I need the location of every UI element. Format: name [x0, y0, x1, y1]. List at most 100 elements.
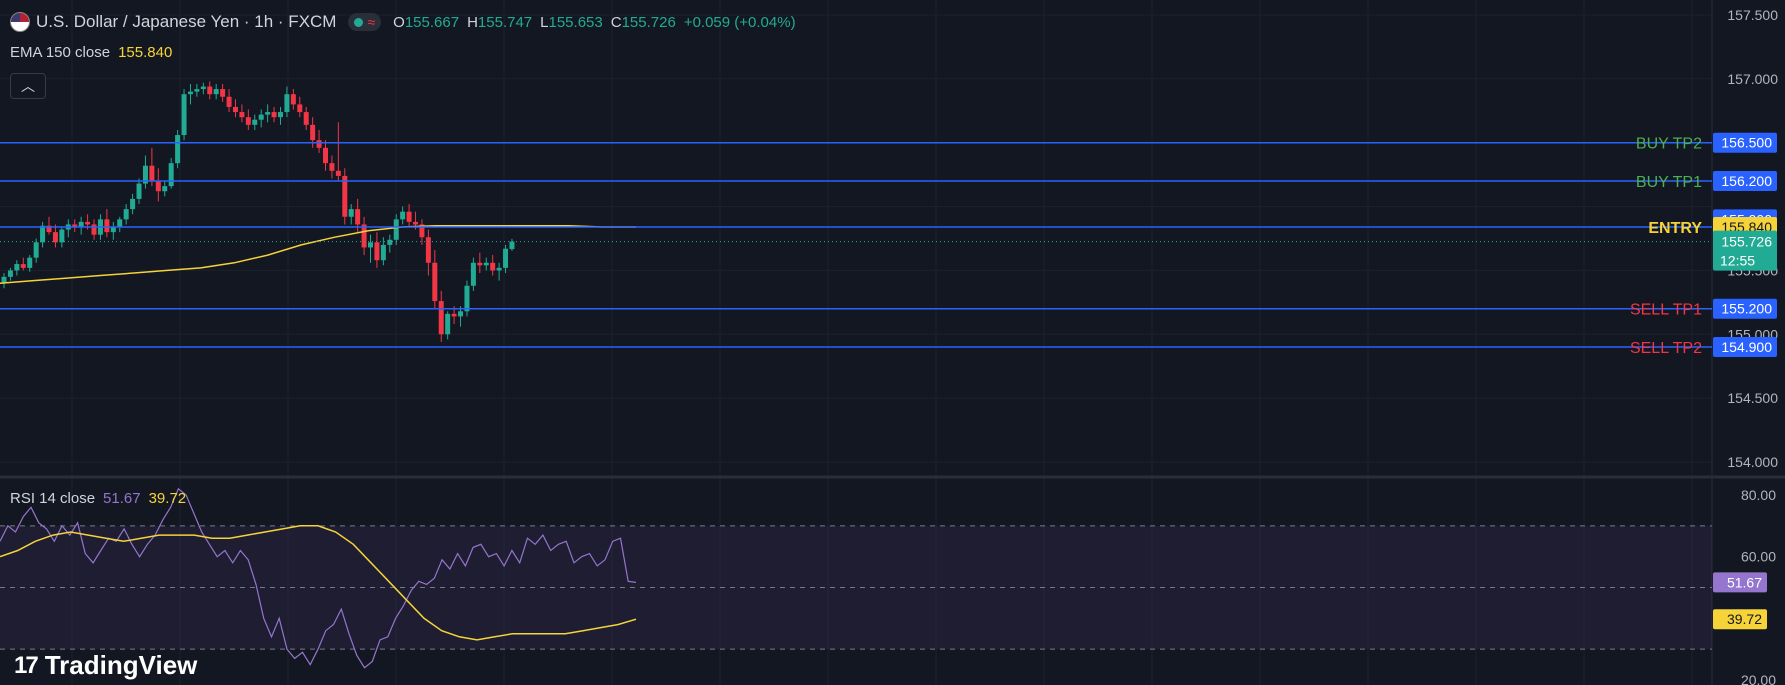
candle-body — [226, 96, 232, 107]
wave-icon: ≈ — [367, 14, 376, 30]
candle-body — [136, 183, 142, 199]
level-price-text: 155.200 — [1721, 301, 1772, 317]
candle-body — [232, 106, 238, 113]
candle-body — [181, 94, 187, 136]
candle-body — [438, 301, 444, 335]
change-value: +0.059 (+0.04%) — [683, 13, 796, 31]
candle-body — [277, 112, 283, 118]
candle-body — [20, 264, 26, 268]
collapse-legend-button[interactable]: ︿ — [10, 73, 46, 99]
candle-body — [149, 165, 155, 182]
candle-body — [200, 86, 206, 90]
candle-body — [483, 262, 489, 266]
symbol-legend: U.S. Dollar / Japanese Yen · 1h · FXCM ≈… — [10, 12, 796, 32]
candle-body — [162, 186, 168, 192]
candle-body — [470, 262, 476, 286]
candle-body — [361, 224, 367, 248]
price-axis-tick: 157.000 — [1727, 71, 1778, 87]
level-price-text: 156.500 — [1721, 135, 1772, 151]
candle-body — [316, 140, 322, 148]
candle-body — [451, 313, 457, 317]
tradingview-logo[interactable]: 17 TradingView — [14, 650, 197, 681]
candle-body — [290, 94, 296, 105]
candle-body — [432, 262, 438, 302]
candle-body — [213, 89, 219, 95]
candle-body — [419, 224, 425, 238]
rsi-line — [0, 487, 637, 669]
candle-body — [72, 224, 78, 228]
level-price-tag — [1713, 337, 1777, 358]
open-value: 155.667 — [404, 13, 460, 31]
candle-body — [207, 86, 213, 95]
candle-body — [1, 276, 7, 284]
candle-body — [46, 225, 52, 233]
ohlc-values: O155.667 H155.747 L155.653 C155.726 +0.0… — [393, 13, 796, 31]
countdown-text: 12:55 — [1720, 253, 1755, 269]
candle-body — [239, 112, 245, 118]
candle-body — [40, 225, 46, 243]
candle-body — [400, 211, 406, 220]
rsi-label: RSI 14 close — [10, 490, 96, 507]
candle-body — [355, 209, 361, 225]
candle-body — [7, 270, 13, 277]
candle-body — [368, 242, 374, 248]
candle-body — [413, 221, 419, 225]
tradingview-logo-mark: 17 — [14, 651, 39, 679]
candle-body — [284, 94, 290, 113]
candle-body — [464, 285, 470, 312]
price-axis-tick: 154.000 — [1727, 454, 1778, 470]
rsi-ma-line — [0, 525, 637, 641]
level-price-tag — [1713, 171, 1777, 192]
level-label: ENTRY — [1648, 220, 1702, 237]
level-price-tag — [1713, 132, 1777, 153]
candle-body — [78, 221, 84, 228]
level-price-text: 154.900 — [1721, 339, 1772, 355]
candle-body — [252, 119, 258, 125]
candle-body — [59, 229, 65, 243]
rsi-legend[interactable]: RSI 14 close 51.67 39.72 — [10, 490, 186, 507]
candle-body — [342, 175, 348, 217]
candle-body — [458, 311, 464, 317]
rsi-value-tag — [1713, 572, 1767, 593]
candle-body — [393, 219, 399, 240]
market-status-badge[interactable]: ≈ — [348, 13, 382, 31]
candle-body — [110, 227, 116, 233]
last-price-tag — [1713, 230, 1777, 271]
candle-body — [425, 237, 431, 263]
candle-body — [91, 224, 97, 235]
level-price-text: 156.200 — [1721, 173, 1772, 189]
close-value: 155.726 — [621, 13, 676, 31]
candle-body — [329, 163, 335, 171]
level-label: SELL TP1 — [1630, 302, 1702, 319]
candle-body — [503, 248, 509, 268]
level-price-tag — [1713, 298, 1777, 319]
candle-body — [297, 104, 303, 113]
candle-body — [52, 232, 58, 243]
candle-body — [323, 147, 328, 164]
candle-body — [387, 239, 393, 245]
candle-body — [374, 242, 380, 261]
candle-body — [245, 117, 251, 125]
rsi-value-tag-text: 51.67 — [1727, 574, 1762, 590]
candle-body — [303, 112, 309, 125]
high-value: 155.747 — [477, 13, 533, 31]
rsi-axis-tick: 80.00 — [1741, 487, 1776, 503]
candle-body — [33, 242, 39, 258]
candle-body — [117, 219, 123, 228]
candle-body — [271, 112, 277, 118]
candle-body — [445, 313, 451, 335]
candle-body — [27, 257, 33, 268]
low-value: 155.653 — [548, 13, 603, 31]
candle-body — [194, 89, 200, 92]
tradingview-wordmark: TradingView — [44, 650, 198, 680]
candle-body — [220, 89, 226, 97]
candle-body — [130, 198, 136, 210]
candle-body — [406, 211, 412, 222]
candle-body — [168, 163, 174, 187]
candle-body — [490, 262, 496, 271]
candle-body — [155, 181, 161, 192]
ema-legend[interactable]: EMA 150 close 155.840 — [10, 44, 172, 61]
candle-body — [142, 165, 148, 184]
rsi-axis-tick: 60.00 — [1741, 549, 1776, 565]
